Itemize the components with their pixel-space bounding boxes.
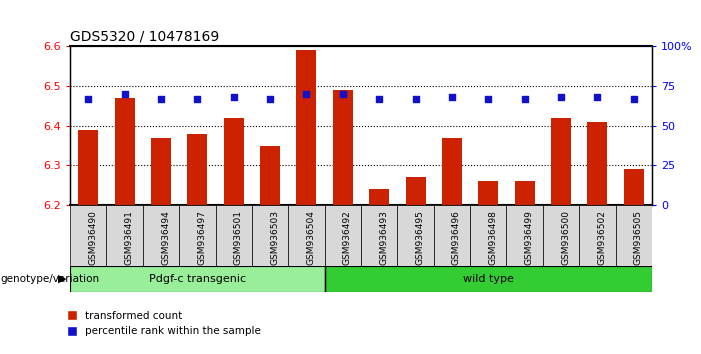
FancyBboxPatch shape — [434, 205, 470, 266]
Text: GSM936495: GSM936495 — [416, 210, 425, 265]
Bar — [260, 145, 280, 205]
Text: GSM936500: GSM936500 — [561, 210, 570, 265]
Text: GSM936494: GSM936494 — [161, 210, 170, 265]
FancyBboxPatch shape — [506, 205, 543, 266]
Bar — [551, 118, 571, 205]
Bar — [187, 134, 207, 205]
FancyBboxPatch shape — [615, 205, 652, 266]
Text: GSM936498: GSM936498 — [489, 210, 497, 265]
Point — [301, 91, 312, 97]
Bar — [515, 182, 535, 205]
Bar — [79, 130, 98, 205]
Text: GSM936490: GSM936490 — [88, 210, 97, 265]
Point — [592, 94, 603, 100]
Text: GSM936496: GSM936496 — [452, 210, 461, 265]
Point — [519, 96, 530, 102]
Bar — [297, 50, 316, 205]
FancyBboxPatch shape — [143, 205, 179, 266]
Text: GSM936501: GSM936501 — [233, 210, 243, 265]
Point — [156, 96, 167, 102]
FancyBboxPatch shape — [216, 205, 252, 266]
Text: GSM936505: GSM936505 — [634, 210, 643, 265]
Point — [483, 96, 494, 102]
Point — [192, 96, 203, 102]
FancyBboxPatch shape — [252, 205, 288, 266]
FancyBboxPatch shape — [470, 205, 506, 266]
Bar — [478, 182, 498, 205]
FancyBboxPatch shape — [70, 266, 325, 292]
FancyBboxPatch shape — [543, 205, 579, 266]
Point — [555, 94, 566, 100]
Text: GSM936502: GSM936502 — [597, 210, 606, 265]
Text: ▶: ▶ — [58, 274, 67, 284]
Point — [374, 96, 385, 102]
FancyBboxPatch shape — [288, 205, 325, 266]
Text: GDS5320 / 10478169: GDS5320 / 10478169 — [70, 29, 219, 44]
Bar — [369, 189, 389, 205]
FancyBboxPatch shape — [70, 205, 107, 266]
Bar — [333, 90, 353, 205]
Point — [264, 96, 275, 102]
Legend: transformed count, percentile rank within the sample: transformed count, percentile rank withi… — [68, 311, 261, 336]
Text: GSM936492: GSM936492 — [343, 210, 352, 265]
FancyBboxPatch shape — [325, 205, 361, 266]
Bar — [624, 170, 644, 205]
Point — [119, 91, 130, 97]
Bar — [442, 138, 462, 205]
Text: GSM936504: GSM936504 — [306, 210, 315, 265]
Bar — [224, 118, 244, 205]
FancyBboxPatch shape — [325, 266, 652, 292]
Point — [447, 94, 458, 100]
FancyBboxPatch shape — [361, 205, 397, 266]
Point — [83, 96, 94, 102]
Point — [228, 94, 239, 100]
Text: GSM936493: GSM936493 — [379, 210, 388, 265]
Point — [410, 96, 421, 102]
FancyBboxPatch shape — [179, 205, 216, 266]
Point — [628, 96, 639, 102]
Text: GSM936497: GSM936497 — [198, 210, 206, 265]
FancyBboxPatch shape — [579, 205, 615, 266]
Text: GSM936499: GSM936499 — [524, 210, 533, 265]
Text: genotype/variation: genotype/variation — [0, 274, 99, 284]
Text: Pdgf-c transgenic: Pdgf-c transgenic — [149, 274, 246, 284]
Bar — [115, 98, 135, 205]
Bar — [151, 138, 171, 205]
Point — [337, 91, 348, 97]
FancyBboxPatch shape — [107, 205, 143, 266]
Bar — [587, 122, 607, 205]
Text: wild type: wild type — [463, 274, 514, 284]
Bar — [406, 177, 426, 205]
Text: GSM936503: GSM936503 — [270, 210, 279, 265]
FancyBboxPatch shape — [397, 205, 434, 266]
Text: GSM936491: GSM936491 — [125, 210, 134, 265]
